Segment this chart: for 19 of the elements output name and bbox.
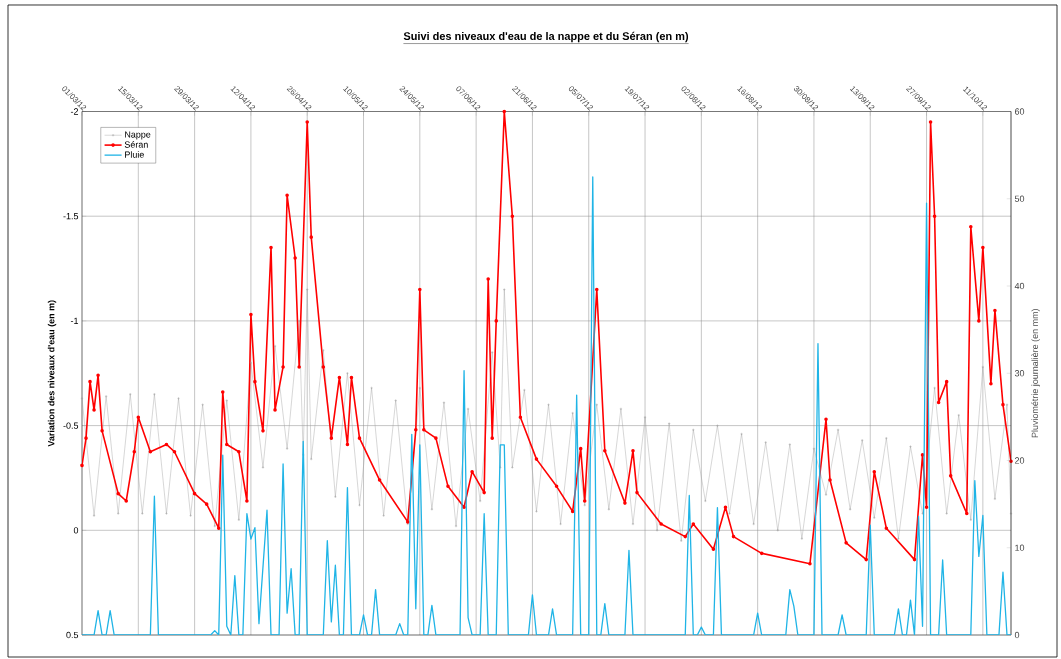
y2-tick-label: 10 <box>1015 544 1025 551</box>
y2-tick-label: 0 <box>1014 631 1020 639</box>
y-axis-title: Variation des niveaux d'eau (en m) <box>47 300 57 447</box>
y-tick-label: -1 <box>70 317 79 324</box>
y-tick-label: -0.5 <box>63 422 79 429</box>
y2-axis-title: Pluviométrie journalière (en mm) <box>1031 309 1040 438</box>
y-tick-label: 0 <box>73 527 79 534</box>
legend-label: Nappe <box>125 131 151 140</box>
y2-tick-label: 60 <box>1014 108 1025 115</box>
chart-title: Suivi des niveaux d'eau de la nappe et du Séran (en m) <box>403 31 689 43</box>
y2-tick-label: 20 <box>1014 457 1025 464</box>
legend-label: Pluie <box>125 151 144 158</box>
y-tick-label: -1.5 <box>63 213 79 220</box>
legend-label: Séran <box>124 141 148 148</box>
y2-tick-label: 30 <box>1014 370 1025 377</box>
y2-tick-label: 40 <box>1014 282 1025 290</box>
y2-tick-label: 50 <box>1014 195 1025 202</box>
line-series <box>82 176 1012 635</box>
y-tick-label: 0.5 <box>66 631 79 639</box>
